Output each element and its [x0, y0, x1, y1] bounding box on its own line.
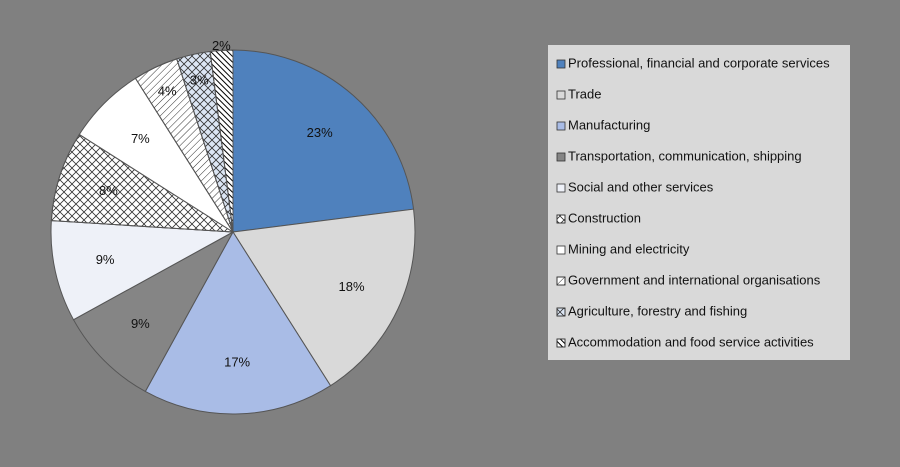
legend-swatch — [556, 183, 566, 193]
legend-label: Mining and electricity — [568, 241, 690, 256]
legend-swatch-pattern — [556, 214, 566, 224]
legend-swatch-pattern — [556, 307, 566, 317]
legend-swatch-pattern — [556, 276, 566, 286]
data-label: 18% — [339, 279, 365, 294]
legend-swatch — [556, 152, 566, 162]
legend-label: Accommodation and food service activitie… — [568, 334, 814, 349]
legend-label: Government and international organisatio… — [568, 272, 821, 287]
pie-slice — [232, 49, 415, 233]
pie-slice-pattern — [50, 133, 234, 233]
data-label: 9% — [96, 252, 115, 267]
pie-slice — [232, 208, 416, 387]
data-label: 9% — [131, 316, 150, 331]
legend-swatch — [556, 90, 566, 100]
legend-swatch-pattern — [556, 338, 566, 348]
legend-label: Agriculture, forestry and fishing — [568, 303, 747, 318]
legend-label: Trade — [568, 86, 601, 101]
legend-box — [548, 45, 850, 360]
data-label: 4% — [158, 83, 177, 98]
legend-swatch — [556, 59, 566, 69]
legend-swatch — [556, 121, 566, 131]
legend-label: Professional, financial and corporate se… — [568, 55, 830, 70]
data-label: 17% — [224, 354, 250, 369]
data-label: 3% — [190, 72, 209, 87]
legend-label: Manufacturing — [568, 117, 650, 132]
data-label: 7% — [131, 131, 150, 146]
pie-slice-pattern — [209, 49, 234, 233]
pie-slice — [50, 220, 235, 321]
pie-slice — [144, 231, 332, 415]
data-label: 2% — [212, 38, 231, 53]
data-label: 8% — [99, 183, 118, 198]
legend-label: Social and other services — [568, 179, 714, 194]
pie-slice — [72, 230, 235, 393]
legend-swatch — [556, 245, 566, 255]
legend-label: Construction — [568, 210, 641, 225]
data-label: 23% — [307, 125, 333, 140]
legend-label: Transportation, communication, shipping — [568, 148, 802, 163]
